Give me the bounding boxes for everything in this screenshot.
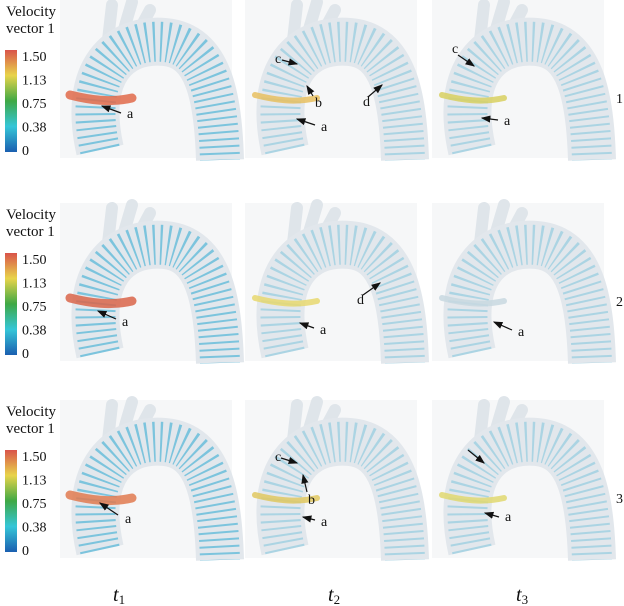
colorbar-tick-label: 0.75 (22, 300, 47, 315)
panel: c ba (245, 400, 417, 560)
colorbar-tick-label: 1.13 (22, 74, 47, 89)
column-label-sub: 2 (334, 592, 341, 606)
colorbar-tick-label: 0.38 (22, 324, 47, 339)
annotation-label: a (321, 515, 328, 530)
annotation-label: a (504, 114, 511, 129)
colorbar-tick-label: 0.75 (22, 97, 47, 112)
colorbar-tick-label: 1.13 (22, 474, 47, 489)
figure-canvas: 1.501.130.750.3801acbdaca1.501.130.750.3… (0, 0, 624, 606)
annotation-label: a (127, 107, 134, 122)
panel: a (432, 203, 604, 363)
colorbar-tick-label: 0 (22, 544, 29, 559)
colorbar-tick-label: 1.50 (22, 253, 47, 268)
legend-title: Velocity vector 1 (6, 404, 78, 438)
panel: a (432, 400, 604, 560)
row-label: 2 (616, 295, 623, 310)
flow-jet (70, 495, 132, 501)
panel: c b d a (245, 0, 417, 160)
column-label-sub: 3 (522, 592, 529, 606)
colorbar (5, 253, 17, 355)
colorbar-tick-label: 1.50 (22, 50, 47, 65)
column-label-sub: 1 (119, 592, 126, 606)
flow-jet (70, 298, 132, 304)
annotation-label: a (122, 315, 129, 330)
colorbar-tick-label: 0.38 (22, 521, 47, 536)
column-label: t1 (113, 584, 125, 606)
panel: ca (432, 0, 604, 160)
figure: 1.501.130.750.3801acbdaca1.501.130.750.3… (0, 0, 624, 606)
colorbar-tick-label: 0.75 (22, 497, 47, 512)
annotation-label: a (518, 325, 525, 340)
annotation-label: a (320, 323, 327, 338)
annotation-label: a (125, 512, 132, 527)
row-label: 3 (616, 492, 623, 507)
flow-jet (70, 95, 132, 101)
colorbar (5, 50, 17, 152)
annotation-label: b (315, 96, 322, 111)
colorbar (5, 450, 17, 552)
annotation-label: c (275, 52, 281, 67)
colorbar-tick-label: 1.13 (22, 277, 47, 292)
panel: a (60, 203, 232, 363)
annotation-label: c (452, 42, 458, 57)
annotation-label: a (505, 510, 512, 525)
colorbar-tick-label: 0 (22, 144, 29, 159)
annotation-label: d (363, 95, 370, 110)
legend-title: Velocity vector 1 (6, 4, 78, 38)
annotation-label: b (308, 493, 315, 508)
panel: a (60, 400, 232, 560)
column-label: t2 (328, 584, 340, 606)
annotation-label: a (321, 120, 328, 135)
colorbar-tick-label: 0 (22, 347, 29, 362)
legend-title: Velocity vector 1 (6, 207, 78, 241)
colorbar-tick-label: 0.38 (22, 121, 47, 136)
colorbar-tick-label: 1.50 (22, 450, 47, 465)
annotation-label: c (275, 450, 281, 465)
panel: a (60, 0, 232, 160)
annotation-label: d (357, 293, 364, 308)
column-label: t3 (516, 584, 528, 606)
row-label: 1 (616, 92, 623, 107)
panel: da (245, 203, 417, 363)
